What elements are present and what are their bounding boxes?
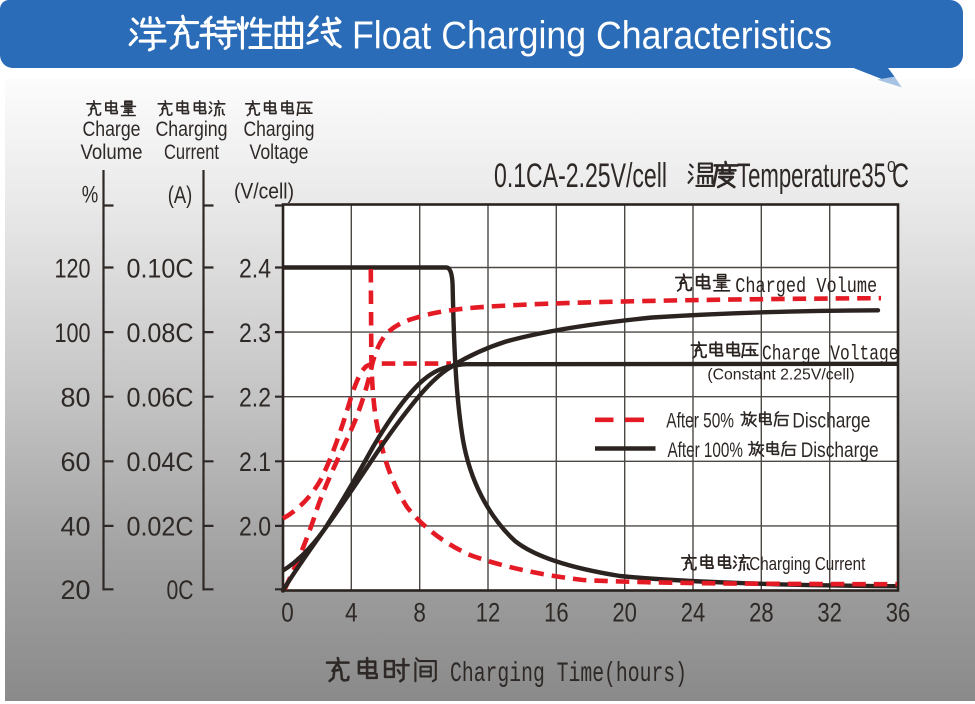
svg-text:32: 32 [817,598,842,628]
svg-text:0.1CA-2.25V/cell: 0.1CA-2.25V/cell [494,157,667,195]
svg-text:20: 20 [612,598,637,628]
svg-text:Charging Current: Charging Current [749,554,865,574]
svg-text:2.2: 2.2 [239,383,271,413]
svg-text:%: % [82,182,99,209]
svg-text:After 50%: After 50% [666,410,734,433]
svg-text:Charge: Charge [83,118,141,141]
svg-text:Discharge: Discharge [801,439,879,462]
svg-text:Charging: Charging [244,118,315,141]
svg-text:Volume: Volume [81,141,143,164]
svg-text:Charge Voltage: Charge Voltage [762,344,899,367]
svg-text:100: 100 [55,318,91,348]
svg-text:0.10C: 0.10C [127,253,194,283]
svg-text:80: 80 [61,383,91,413]
svg-text:60: 60 [61,447,91,477]
svg-text:4: 4 [345,598,358,628]
svg-text:0: 0 [887,159,896,176]
svg-text:24: 24 [681,598,706,628]
svg-text:0.06C: 0.06C [127,383,194,413]
svg-text:2.0: 2.0 [239,512,271,542]
svg-text:Charged Volume: Charged Volume [735,276,877,299]
svg-text:0C: 0C [167,575,194,605]
svg-text:0.08C: 0.08C [127,318,194,348]
svg-text:Discharge: Discharge [792,410,870,433]
svg-text:28: 28 [749,598,774,628]
svg-text:Temperature35: Temperature35 [737,157,886,195]
svg-text:120: 120 [55,253,91,283]
svg-text:20: 20 [61,575,91,605]
svg-text:36: 36 [886,598,911,628]
svg-text:8: 8 [413,598,426,628]
svg-text:Voltage: Voltage [250,141,309,164]
svg-text:40: 40 [61,512,91,542]
svg-text:Charging: Charging [156,118,228,141]
svg-text:0.04C: 0.04C [127,447,194,477]
svg-text:(Constant 2.25V/cell): (Constant 2.25V/cell) [707,366,854,383]
svg-text:(V/cell): (V/cell) [234,179,294,204]
svg-text:0.02C: 0.02C [127,512,194,542]
svg-text:(A): (A) [168,182,193,209]
svg-text:12: 12 [476,598,501,628]
svg-text:2.4: 2.4 [239,253,271,283]
svg-text:C: C [892,157,909,195]
svg-text:Charging Time(hours): Charging Time(hours) [450,659,687,690]
svg-text:0: 0 [281,598,294,628]
svg-text:2.1: 2.1 [239,447,271,477]
svg-text:Current: Current [164,141,219,164]
svg-text:Float Charging Characteristics: Float Charging Characteristics [352,14,832,57]
svg-text:2.3: 2.3 [239,318,271,348]
svg-text:16: 16 [544,598,569,628]
svg-text:After 100%: After 100% [668,439,743,462]
